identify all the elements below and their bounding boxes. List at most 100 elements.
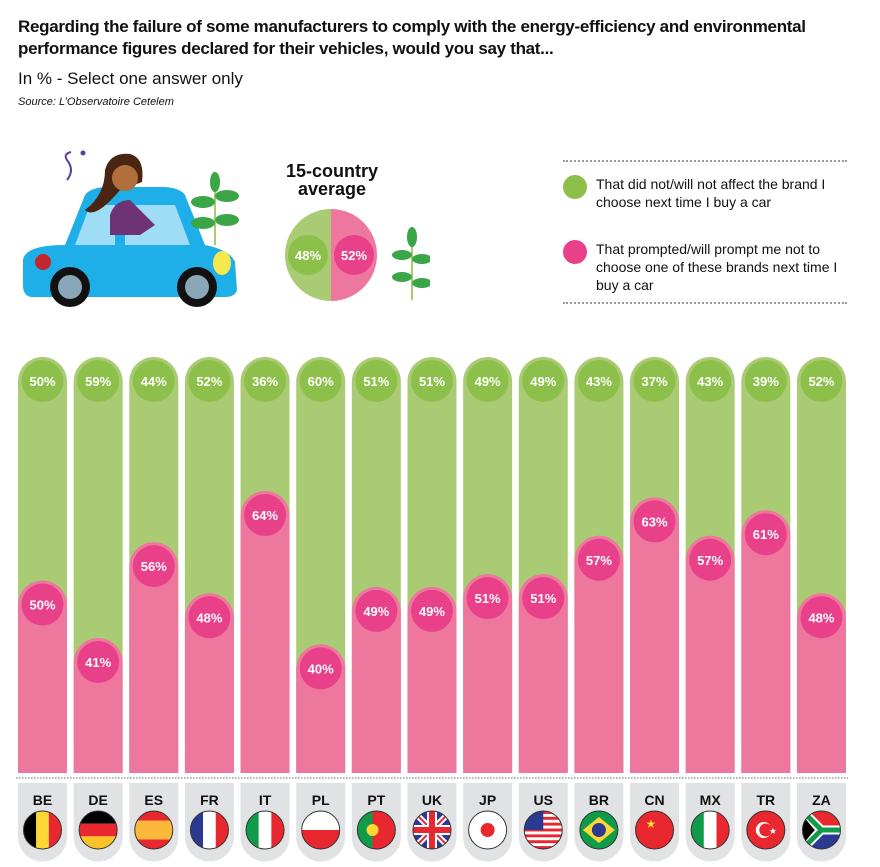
flag-tr-icon: ★ <box>746 810 786 850</box>
country-code-label: CN <box>644 792 664 808</box>
pink-value-label: 64% <box>252 508 278 523</box>
flag-us-icon <box>523 810 563 850</box>
country-code-label: DE <box>88 792 107 808</box>
green-value-label: 43% <box>586 374 612 389</box>
pink-dot-icon <box>563 240 587 264</box>
flag-mx-icon <box>690 810 730 850</box>
legend-label: That prompted/will prompt me not to choo… <box>596 241 838 293</box>
green-dot-icon <box>563 175 587 199</box>
pink-value-bubble <box>77 641 120 684</box>
legend-item-green: That did not/will not affect the brand I… <box>563 175 847 211</box>
green-value-label: 59% <box>85 374 111 389</box>
green-value-bubble <box>633 360 676 402</box>
green-value-bubble <box>299 360 342 402</box>
pink-value-bubble <box>800 596 843 639</box>
bar-pink-segment <box>18 580 67 773</box>
green-value-bubble <box>188 360 231 402</box>
source-note: Source: L’Observatoire Cetelem <box>18 96 174 108</box>
pink-value-label: 50% <box>29 598 55 613</box>
bar-BE: 50% 50% BE <box>18 357 67 862</box>
pink-value-bubble <box>744 513 787 556</box>
bar-pink-segment <box>630 497 680 773</box>
svg-text:★: ★ <box>769 826 777 836</box>
flag-de-icon <box>78 810 118 850</box>
stacked-bar-chart: 50% 50% BE 59% 41% DE 44% 56% ES 52% 48% FR 36% 64% IT… <box>16 357 848 862</box>
chart-title: Regarding the failure of some manufactur… <box>18 17 806 58</box>
green-value-label: 51% <box>419 374 445 389</box>
bar-pink-segment <box>741 510 791 773</box>
bar-pink-segment <box>129 542 179 773</box>
pink-value-label: 56% <box>141 559 167 574</box>
green-value-label: 60% <box>308 374 334 389</box>
bar-pink-segment <box>407 586 457 773</box>
bar-MX: 43% 57% MX <box>685 357 735 862</box>
green-value-label: 36% <box>252 374 278 389</box>
green-value-bubble <box>77 360 120 402</box>
pink-value-bubble <box>466 577 509 620</box>
green-value-bubble <box>244 360 287 402</box>
bar-CN: 37% 63% CN ★ <box>630 357 680 862</box>
country-code-label: IT <box>259 792 272 808</box>
average-label: 15-country average <box>285 161 379 199</box>
country-code-label: PL <box>312 792 330 808</box>
green-value-bubble <box>522 360 565 402</box>
bar-pink-segment <box>518 574 568 773</box>
flag-be-icon <box>23 810 62 850</box>
country-code-label: BR <box>589 792 609 808</box>
pink-value-bubble <box>689 538 732 581</box>
pink-value-bubble <box>355 589 398 632</box>
green-value-label: 43% <box>697 374 723 389</box>
green-value-bubble <box>132 360 175 402</box>
green-value-label: 50% <box>29 374 55 389</box>
pink-value-label: 63% <box>642 514 668 529</box>
pink-value-label: 49% <box>419 604 445 619</box>
green-value-bubble <box>410 360 453 402</box>
pink-value-bubble <box>522 577 565 620</box>
bar-DE: 59% 41% DE <box>73 357 123 862</box>
bar-UK: 51% 49% UK <box>407 357 457 862</box>
pink-value-label: 48% <box>196 610 222 625</box>
svg-text:★: ★ <box>646 817 657 831</box>
pie-label-pink: 52% <box>341 248 367 263</box>
bar-pink-segment <box>240 491 290 773</box>
country-code-label: BE <box>33 792 52 808</box>
pink-value-label: 41% <box>85 655 111 670</box>
country-code-label: ZA <box>812 792 831 808</box>
pink-value-label: 51% <box>530 591 556 606</box>
legend-label: That did not/will not affect the brand I… <box>596 176 826 210</box>
green-value-label: 51% <box>363 374 389 389</box>
green-value-bubble <box>744 360 787 402</box>
green-value-bubble <box>577 360 620 402</box>
bar-US: 49% 51% US <box>518 357 568 862</box>
pink-value-bubble <box>577 538 620 581</box>
pink-value-bubble <box>188 596 231 639</box>
flag-jp-icon <box>468 810 508 850</box>
pink-value-bubble <box>132 545 175 588</box>
pink-value-label: 40% <box>308 661 334 676</box>
bar-pink-segment <box>184 593 234 773</box>
country-code-label: TR <box>756 792 775 808</box>
bar-PT: 51% 49% PT <box>351 357 401 862</box>
bar-TR: 39% 61% TR ★ <box>741 357 791 862</box>
pink-value-label: 51% <box>475 591 501 606</box>
pink-value-label: 57% <box>586 553 612 568</box>
bar-JP: 49% 51% JP <box>463 357 513 862</box>
bar-ES: 44% 56% ES <box>129 357 179 862</box>
green-value-label: 44% <box>141 374 167 389</box>
legend: That did not/will not affect the brand I… <box>563 160 847 304</box>
pink-value-label: 48% <box>808 610 834 625</box>
pink-value-bubble <box>410 589 453 632</box>
bar-pink-segment <box>351 586 401 773</box>
bar-FR: 52% 48% FR <box>184 357 234 862</box>
legend-item-pink: That prompted/will prompt me not to choo… <box>563 240 847 294</box>
pink-value-bubble <box>244 494 287 537</box>
country-code-label: FR <box>200 792 219 808</box>
green-value-bubble <box>21 360 64 402</box>
flag-za-icon <box>801 810 841 850</box>
pink-value-label: 49% <box>363 604 389 619</box>
car-illustration <box>23 150 239 307</box>
pink-value-bubble <box>633 500 676 543</box>
flag-cn-icon: ★ <box>635 810 675 850</box>
bar-pink-segment <box>796 593 846 773</box>
country-code-label: JP <box>479 792 496 808</box>
